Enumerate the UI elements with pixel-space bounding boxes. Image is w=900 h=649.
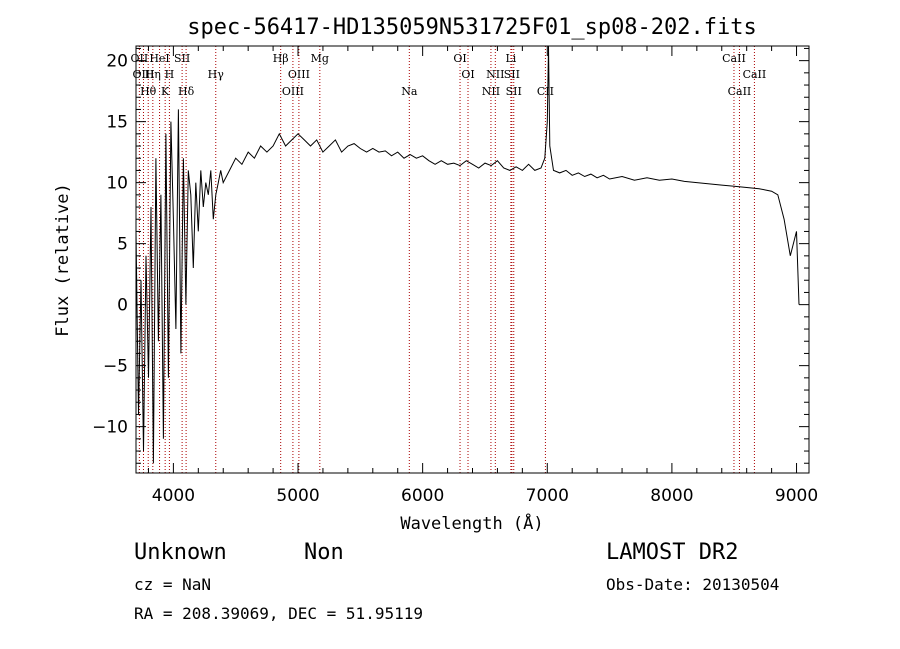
spectrum-series-line (135, 45, 800, 464)
y-axis-label: Flux (relative) (53, 183, 73, 337)
y-tick-label: 15 (106, 113, 128, 133)
spectral-line-label: OIII (132, 68, 154, 81)
x-tick-label: 4000 (152, 486, 195, 506)
spectral-line-label: Li (505, 52, 516, 65)
spectral-line-label: CaII (728, 85, 752, 98)
spectral-line-label: HeI (149, 52, 169, 65)
coordinates: RA = 208.39069, DEC = 51.95119 (134, 604, 423, 623)
object-class: Non (304, 540, 344, 565)
spectral-line-label: Mg (311, 52, 329, 65)
spectral-line-markers (138, 46, 755, 473)
observation-date: Obs-Date: 20130504 (606, 575, 780, 594)
y-tick-label: 5 (117, 235, 128, 255)
spectral-line-label: Hγ (208, 68, 225, 81)
x-tick-label: 8000 (650, 486, 693, 506)
chart-title: spec-56417-HD135059N531725F01_sp08-202.f… (187, 15, 757, 40)
spectral-line-label: CaII (743, 68, 767, 81)
x-axis-label: Wavelength (Å) (400, 512, 543, 534)
survey-name: LAMOST DR2 (606, 540, 739, 565)
x-tick-label: 6000 (401, 486, 444, 506)
y-axis: −10 −5 0 5 10 15 20 (92, 47, 809, 464)
spectral-line-label: OI (461, 68, 474, 81)
spectral-line-label: NII (482, 85, 500, 98)
spectral-line-label: NII (486, 68, 504, 81)
spectral-line-label: OIII (288, 68, 310, 81)
redshift-cz: cz = NaN (134, 575, 212, 594)
x-axis: 4000 5000 6000 7000 8000 9000 (147, 46, 818, 506)
y-tick-label: 10 (106, 174, 128, 194)
spectral-line-label: SII (174, 52, 190, 65)
y-tick-label: −5 (103, 357, 128, 377)
y-tick-label: 20 (106, 52, 128, 72)
spectral-line-label: OIII (282, 85, 304, 98)
x-tick-label: 7000 (526, 486, 569, 506)
spectral-line-label: CaII (722, 52, 746, 65)
y-tick-label: 0 (117, 296, 128, 316)
spectral-line-label: Na (401, 85, 418, 98)
spectral-line-label: Hδ (178, 85, 195, 98)
spectral-line-label: H (165, 68, 175, 81)
y-tick-label: −10 (92, 418, 128, 438)
spectral-line-label: Hθ (140, 85, 157, 98)
x-tick-label: 5000 (276, 486, 319, 506)
spectral-line-label: OI (453, 52, 466, 65)
spectral-line-label: SII (506, 85, 522, 98)
spectral-line-label: CII (537, 85, 554, 98)
spectral-line-label: OII (131, 52, 149, 65)
x-tick-label: 9000 (775, 486, 818, 506)
spectral-line-label: SII (504, 68, 520, 81)
spectral-line-label: K (161, 85, 170, 98)
spectral-line-label: Hη (145, 68, 161, 81)
plot-frame (135, 45, 810, 474)
object-name: Unknown (134, 540, 227, 565)
spectral-line-label: Hβ (273, 52, 289, 65)
